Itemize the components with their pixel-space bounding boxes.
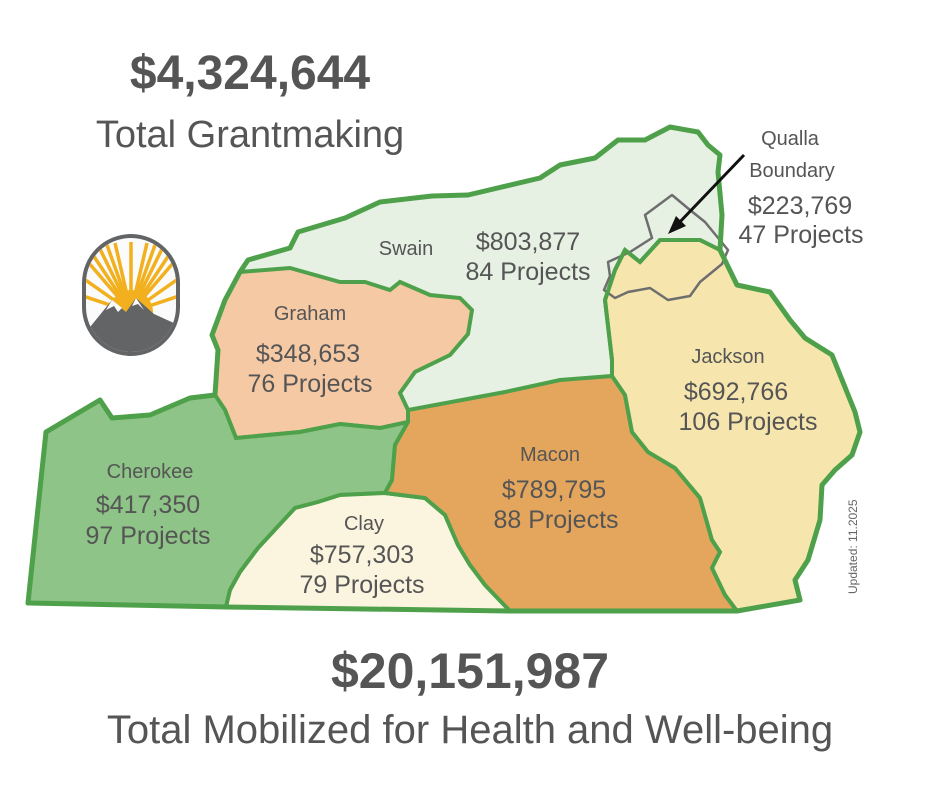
swain-projects: 84 Projects (465, 258, 590, 286)
qualla-arrow-line (674, 153, 746, 228)
qualla-projects: 47 Projects (738, 221, 863, 249)
graham-name: Graham (274, 303, 346, 325)
mobilized-label: Total Mobilized for Health and Well-bein… (106, 708, 834, 752)
jackson-amount: $692,766 (684, 378, 788, 406)
qualla-amount: $223,769 (748, 192, 852, 220)
map-outer-border (25, 124, 863, 614)
swain-name: Swain (379, 238, 433, 260)
cherokee-name: Cherokee (107, 461, 194, 483)
cherokee-amount: $417,350 (96, 491, 200, 519)
region-qualla-boundary (602, 193, 730, 302)
clay-name: Clay (344, 513, 384, 535)
qualla-name-line1: Qualla (761, 128, 820, 150)
graham-projects: 76 Projects (247, 370, 372, 398)
cherokee-projects: 97 Projects (85, 522, 210, 550)
updated-note: Updated: 11.2025 (846, 499, 860, 594)
macon-amount: $789,795 (502, 476, 606, 504)
macon-name: Macon (520, 444, 580, 466)
mobilized-amount: $20,151,987 (330, 643, 610, 699)
swain-amount: $803,877 (476, 228, 580, 256)
graham-amount: $348,653 (256, 340, 360, 368)
sun-over-mountain-icon (82, 234, 180, 356)
region-swain (240, 127, 720, 410)
jackson-projects: 106 Projects (679, 408, 818, 436)
grantmaking-amount: $4,324,644 (129, 47, 371, 100)
grantmaking-label: Total Grantmaking (95, 114, 405, 156)
clay-projects: 79 Projects (299, 571, 424, 599)
qualla-name-line2: Boundary (749, 160, 835, 182)
clay-amount: $757,303 (310, 541, 414, 569)
jackson-name: Jackson (691, 346, 764, 368)
swain-boundary (603, 238, 721, 376)
qualla-arrow-head (668, 216, 686, 234)
macon-projects: 88 Projects (493, 506, 618, 534)
